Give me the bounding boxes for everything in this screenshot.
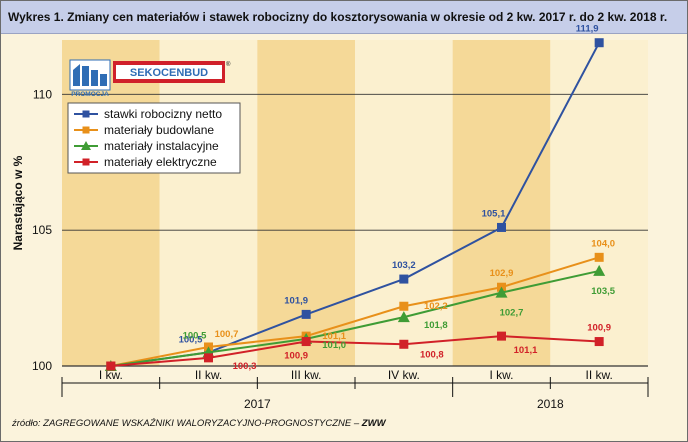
data-label: 100,5 <box>179 334 203 345</box>
series-line <box>110 269 600 367</box>
legend-marker <box>82 158 90 166</box>
logo-brand-text: SEKOCENBUD <box>130 67 208 79</box>
legend-label: materiały elektryczne <box>104 155 217 169</box>
data-point <box>497 331 506 341</box>
data-label: 100,5 <box>183 330 207 341</box>
x-tick-label: I kw. <box>99 368 123 382</box>
logo-badge-text: PROMOCJA <box>71 91 109 98</box>
data-point <box>106 361 116 371</box>
data-label: 105,1 <box>482 208 506 219</box>
plot-band <box>550 40 648 366</box>
data-point <box>495 286 508 298</box>
legend-marker <box>82 126 90 134</box>
logo-building-shape <box>73 64 80 86</box>
y-tick-label: 110 <box>33 87 52 101</box>
y-axis-label: Narastająco w % <box>11 155 25 250</box>
data-label: 100,9 <box>284 351 308 362</box>
legend-label: materiały instalacyjne <box>104 139 219 153</box>
data-label: 102,7 <box>500 308 524 319</box>
data-label: 111,9 <box>576 24 599 35</box>
series-line <box>110 256 600 367</box>
data-label: 101,1 <box>322 331 346 342</box>
data-point <box>399 274 409 284</box>
title-bar: Wykres 1. Zmiany cen materiałów i stawek… <box>1 1 687 34</box>
year-label: 2018 <box>537 397 564 411</box>
data-label: 101,0 <box>322 340 346 351</box>
data-label: 100,7 <box>215 329 239 340</box>
x-tick-label: II kw. <box>195 368 222 382</box>
logo-building-shape <box>100 74 107 86</box>
data-label: 101,1 <box>514 345 538 356</box>
logo-brand-inner <box>116 65 222 79</box>
data-label: 101,8 <box>424 320 448 331</box>
data-point <box>399 339 409 349</box>
data-point <box>399 301 409 311</box>
data-label: 103,2 <box>392 260 416 271</box>
source-note: źródło: ZAGREGOWANE WSKAŹNIKI WALORYZACY… <box>12 418 386 429</box>
source-text: źródło: ZAGREGOWANE WSKAŹNIKI WALORYZACY… <box>12 418 362 429</box>
x-tick-label: I kw. <box>489 368 513 382</box>
data-label: 100,3 <box>233 361 257 372</box>
legend-label: stawki robocizny netto <box>104 107 222 121</box>
data-point <box>594 38 604 48</box>
data-label: 101,9 <box>284 295 308 306</box>
x-tick-label: IV kw. <box>388 368 420 382</box>
data-label: 100,9 <box>587 323 611 334</box>
data-point <box>204 353 213 363</box>
series-line <box>110 335 600 367</box>
year-label: 2017 <box>244 397 271 411</box>
data-point <box>594 337 604 347</box>
logo-building-shape <box>82 66 89 86</box>
data-label: 102,2 <box>424 301 448 312</box>
legend-marker <box>82 110 90 118</box>
data-point <box>397 311 410 323</box>
x-tick-label: II kw. <box>585 368 612 382</box>
data-point <box>593 264 606 276</box>
x-tick-label: III kw. <box>291 368 322 382</box>
y-tick-label: 105 <box>32 223 52 237</box>
building-logo-icon: PROMOCJA SEKOCENBUD ® <box>69 59 231 98</box>
data-label: 103,5 <box>591 286 615 297</box>
data-point <box>301 337 311 347</box>
data-label: 100,8 <box>420 349 444 360</box>
data-label: 104,0 <box>591 238 615 249</box>
logo-building-shape <box>91 70 98 86</box>
legend-marker <box>81 141 91 150</box>
data-point <box>497 222 506 232</box>
data-point <box>594 252 604 262</box>
plot-band <box>159 40 258 366</box>
data-point <box>301 309 311 319</box>
legend-label: materiały budowlane <box>104 123 214 137</box>
source-abbrev: ZWW <box>361 418 386 429</box>
data-label: 102,9 <box>490 268 514 279</box>
logo-registered-mark: ® <box>226 61 231 68</box>
y-tick-label: 100 <box>32 359 52 373</box>
chart-title: Wykres 1. Zmiany cen materiałów i stawek… <box>8 10 668 24</box>
